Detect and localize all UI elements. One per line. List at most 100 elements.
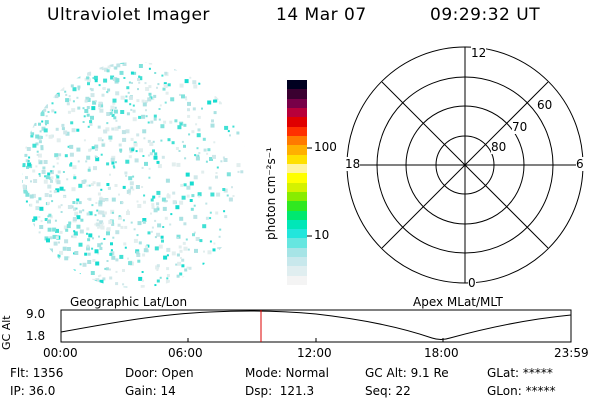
image-pixel [93,75,98,80]
image-pixel [222,156,225,159]
image-pixel [41,120,44,123]
image-pixel [216,166,219,169]
image-pixel [220,271,223,274]
image-pixel [36,269,41,274]
image-pixel [150,120,154,124]
image-pixel [210,123,215,128]
image-pixel [32,62,34,63]
image-pixel [141,279,144,282]
image-pixel [175,205,180,210]
image-pixel [154,246,159,251]
image-pixel [164,216,168,220]
image-pixel [236,228,240,232]
image-pixel [91,204,94,207]
image-pixel [100,210,105,215]
image-pixel [42,68,47,73]
image-pixel [138,81,141,84]
image-pixel [63,130,68,135]
image-pixel [195,154,198,157]
image-pixel [151,226,154,229]
image-pixel [47,184,52,189]
image-pixel [92,287,96,288]
image-pixel [118,143,122,147]
image-pixel [224,272,228,277]
image-pixel [90,115,94,120]
image-pixel [62,270,66,274]
image-pixel [22,173,23,176]
image-pixel [244,142,248,147]
image-pixel [45,248,49,252]
image-pixel [106,260,109,262]
image-pixel [25,240,30,245]
image-pixel [22,90,25,95]
image-pixel [71,269,76,274]
image-pixel [73,174,76,177]
image-pixel [65,98,70,103]
image-pixel [31,223,35,227]
image-pixel [88,211,93,216]
image-pixel [56,264,59,267]
altitude-left-title: Geographic Lat/Lon [70,295,188,309]
image-pixel [49,236,53,240]
image-pixel [27,89,32,94]
polar-label-6: 6 [576,157,584,171]
image-pixel [161,74,164,77]
image-pixel [244,217,248,221]
image-pixel [111,222,115,226]
image-pixel [25,200,28,203]
altitude-ytick-9: 9.0 [26,307,46,321]
image-pixel [174,119,178,123]
image-pixel [70,162,73,165]
image-pixel [33,116,36,119]
image-pixel [186,266,189,269]
image-pixel [77,276,80,280]
image-pixel [187,101,191,106]
image-pixel [33,263,36,266]
image-pixel [153,94,157,98]
image-pixel [29,203,33,207]
image-pixel [216,192,221,197]
image-pixel [22,211,23,214]
image-pixel [121,130,126,135]
image-pixel [177,125,182,130]
image-pixel [39,206,44,211]
image-pixel [193,214,198,219]
image-pixel [213,141,216,144]
image-pixel [32,233,35,236]
image-pixel [95,148,98,151]
status-dsp: Dsp: 121.3 [245,384,315,398]
image-pixel [229,82,233,87]
image-pixel [148,85,152,89]
image-pixel [143,248,148,253]
image-pixel [205,216,209,220]
image-pixel [124,246,127,249]
image-pixel [57,62,59,65]
image-pixel [38,160,43,165]
image-pixel [89,120,93,124]
image-pixel [136,251,140,255]
image-pixel [106,91,109,93]
image-pixel [30,228,34,232]
image-pixel [66,67,71,72]
image-pixel [226,172,231,177]
image-pixel [72,72,76,76]
image-pixel [152,195,156,199]
image-pixel [63,225,68,230]
image-pixel [195,237,200,241]
image-pixel [60,204,63,207]
status-gain: Gain: 14 [125,384,176,398]
image-pixel [144,100,148,104]
image-pixel [132,109,136,113]
image-pixel [185,172,190,177]
image-pixel [167,193,170,196]
image-pixel [22,75,26,80]
image-pixel [179,257,182,259]
image-pixel [176,253,180,257]
image-pixel [68,95,71,98]
image-pixel [174,67,178,71]
image-pixel [88,148,92,152]
polar-label-0: 0 [468,276,476,290]
image-pixel [213,242,216,245]
image-pixel [86,281,88,284]
image-pixel [232,195,235,197]
